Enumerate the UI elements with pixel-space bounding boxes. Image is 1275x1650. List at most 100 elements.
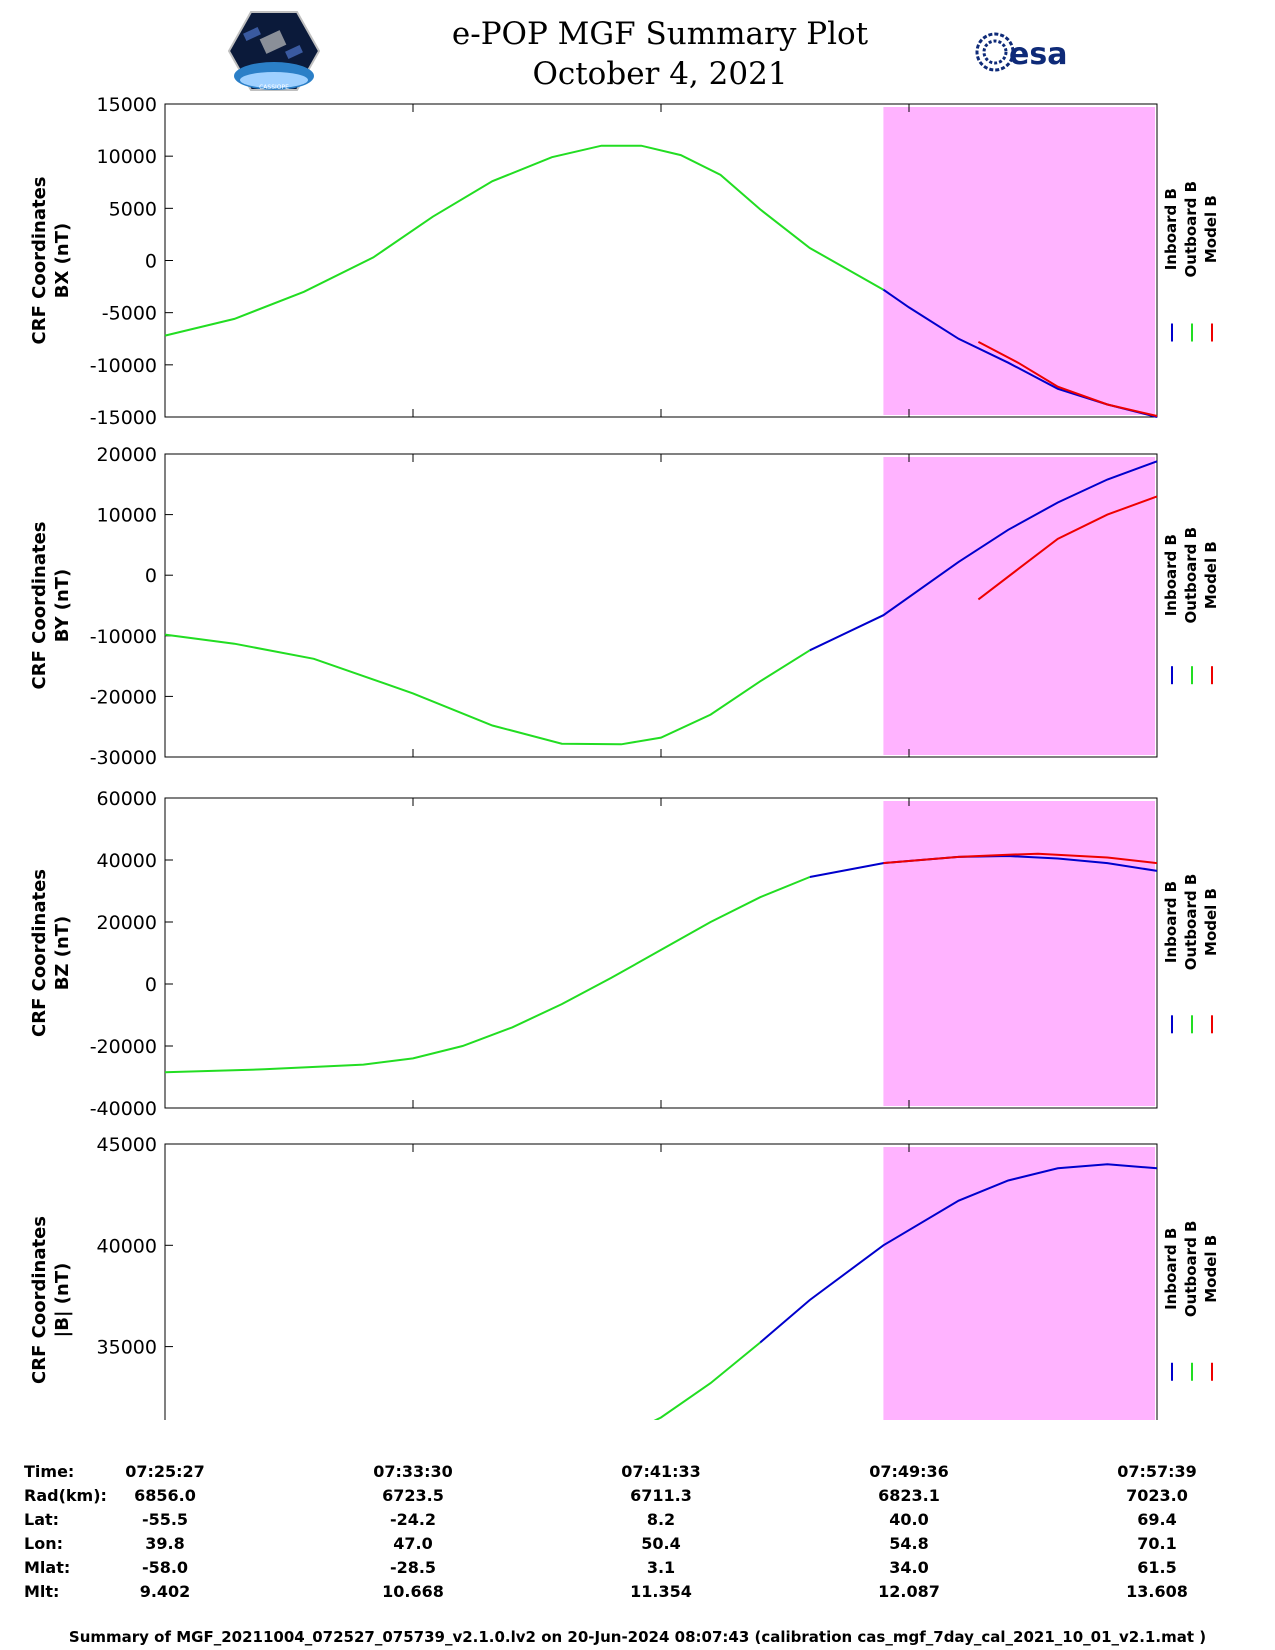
legend: Inboard B Outboard B Model B (1162, 527, 1220, 685)
row-label-rad: Rad(km): (24, 1486, 107, 1505)
y-tick-label: 60000 (97, 788, 157, 810)
series-line-inboard-b (809, 460, 1158, 652)
legend-label-inboard-b: Inboard B (1162, 188, 1180, 270)
legend-label-outboard-b: Outboard B (1182, 1221, 1200, 1318)
mlat-value: -58.0 (141, 1558, 189, 1577)
rad-value: 6856.0 (134, 1486, 196, 1505)
time-value: 07:41:33 (621, 1462, 701, 1481)
lat-value: -55.5 (141, 1510, 189, 1529)
lon-value: 50.4 (641, 1534, 681, 1553)
y-axis-label-line-1: CRF Coordinates (29, 522, 50, 690)
lat-value: 40.0 (889, 1510, 929, 1529)
row-label-mlat: Mlat: (24, 1558, 71, 1577)
time-value: 07:49:36 (869, 1462, 949, 1481)
mlt-value: 9.402 (139, 1582, 191, 1601)
legend-label-model-b: Model B (1202, 541, 1220, 609)
legend-label-inboard-b: Inboard B (1162, 881, 1180, 963)
time-value: 07:57:39 (1117, 1462, 1197, 1481)
panel-3: -40000 -20000 0 20000 40000 60000 CRF Coordina… (29, 788, 1220, 1120)
row-label-time: Time: (24, 1462, 75, 1481)
legend: Inboard B Outboard B Model B (1162, 874, 1220, 1034)
time-value: 07:33:30 (373, 1462, 453, 1481)
mlat-value: 34.0 (889, 1558, 929, 1577)
series-line-outboard-b (164, 144, 884, 337)
series-line-outboard-b (653, 1341, 761, 1420)
y-axis-label-line-1: CRF Coordinates (29, 1216, 50, 1384)
mlt-value: 12.087 (878, 1582, 940, 1601)
y-tick-label: 20000 (97, 912, 157, 934)
y-tick-label: 40000 (97, 1235, 157, 1257)
shaded-region (883, 1147, 1155, 1420)
legend-label-outboard-b: Outboard B (1182, 527, 1200, 624)
legend-label-model-b: Model B (1202, 1235, 1220, 1303)
mission-logo: CASSIOPE (227, 10, 321, 96)
y-tick-label: 0 (145, 251, 157, 273)
svg-text:CASSIOPE: CASSIOPE (259, 84, 289, 91)
y-tick-label: 5000 (109, 198, 157, 220)
y-tick-label: -15000 (90, 407, 157, 429)
y-axis-label-line-2: BZ (nT) (52, 916, 73, 991)
esa-logo: esa (973, 30, 1093, 78)
row-label-lat: Lat: (24, 1510, 60, 1529)
y-tick-label: 40000 (97, 850, 157, 872)
y-tick-label: 45000 (97, 1134, 157, 1156)
lon-value: 47.0 (393, 1534, 433, 1553)
y-axis-label-line-1: CRF Coordinates (29, 869, 50, 1037)
lon-value: 39.8 (145, 1534, 185, 1553)
rad-value: 6711.3 (630, 1486, 692, 1505)
mlt-value: 13.608 (1126, 1582, 1188, 1601)
legend-label-model-b: Model B (1202, 888, 1220, 956)
shaded-region (883, 457, 1155, 755)
y-axis-label-line-2: |B| (nT) (52, 1263, 73, 1338)
legend: Inboard B Outboard B Model B (1162, 1221, 1220, 1381)
lat-value: -24.2 (389, 1510, 437, 1529)
y-tick-label: -5000 (102, 303, 157, 325)
title-line-1: e-POP MGF Summary Plot (451, 16, 869, 52)
series-line-inboard-b (759, 1163, 1158, 1344)
legend: Inboard B Outboard B Model B (1162, 181, 1220, 342)
rad-value: 6823.1 (878, 1486, 940, 1505)
series-line-model-b (977, 341, 1158, 417)
shaded-region (883, 801, 1155, 1106)
y-tick-label: 10000 (97, 505, 157, 527)
y-tick-label: -40000 (90, 1098, 157, 1120)
y-axis-label-line-2: BY (nT) (52, 569, 73, 643)
panel-1: -15000 -10000 -5000 0 5000 10000 15000 CRF Coor… (29, 94, 1220, 429)
mlt-value: 11.354 (630, 1582, 692, 1601)
y-tick-label: 20000 (97, 444, 157, 466)
y-tick-label: -10000 (90, 626, 157, 648)
legend-label-inboard-b: Inboard B (1162, 534, 1180, 616)
title-line-2: October 4, 2021 (532, 56, 788, 92)
legend-label-outboard-b: Outboard B (1182, 874, 1200, 971)
time-value: 07:25:27 (125, 1462, 205, 1481)
y-axis-label-line-1: CRF Coordinates (29, 177, 50, 345)
mlat-value: 61.5 (1137, 1558, 1177, 1577)
legend-label-inboard-b: Inboard B (1162, 1228, 1180, 1310)
panel-4: 30000350004000045000CRF Coordinates|B| (… (29, 1134, 1220, 1420)
series-line-model-b (883, 852, 1158, 865)
y-tick-label: 0 (145, 974, 157, 996)
file-caption: Summary of MGF_20211004_072527_075739_v2… (68, 1628, 1207, 1646)
legend-label-outboard-b: Outboard B (1182, 181, 1200, 278)
y-tick-label: -20000 (90, 686, 157, 708)
lat-value: 8.2 (646, 1510, 676, 1529)
lon-value: 70.1 (1137, 1534, 1177, 1553)
y-tick-label: 0 (145, 565, 157, 587)
rad-value: 7023.0 (1126, 1486, 1188, 1505)
panel-2: -30000 -20000 -10000 0 10000 20000 CRF Coordin… (29, 444, 1220, 769)
lon-value: 54.8 (889, 1534, 929, 1553)
y-tick-label: -20000 (90, 1036, 157, 1058)
rad-value: 6723.5 (382, 1486, 444, 1505)
plot-panels: -15000 -10000 -5000 0 5000 10000 15000 CRF Coor… (29, 94, 1220, 1420)
mlat-value: 3.1 (646, 1558, 676, 1577)
y-tick-label: -30000 (90, 747, 157, 769)
svg-text:esa: esa (1009, 37, 1067, 72)
lat-value: 69.4 (1137, 1510, 1177, 1529)
y-tick-label: 10000 (97, 146, 157, 168)
y-axis-label-line-2: BX (nT) (52, 223, 73, 298)
row-label-mlt: Mlt: (24, 1582, 60, 1601)
series-line-outboard-b (164, 876, 811, 1074)
mlt-value: 10.668 (382, 1582, 444, 1601)
y-tick-label: 15000 (97, 94, 157, 116)
row-label-lon: Lon: (24, 1534, 63, 1553)
